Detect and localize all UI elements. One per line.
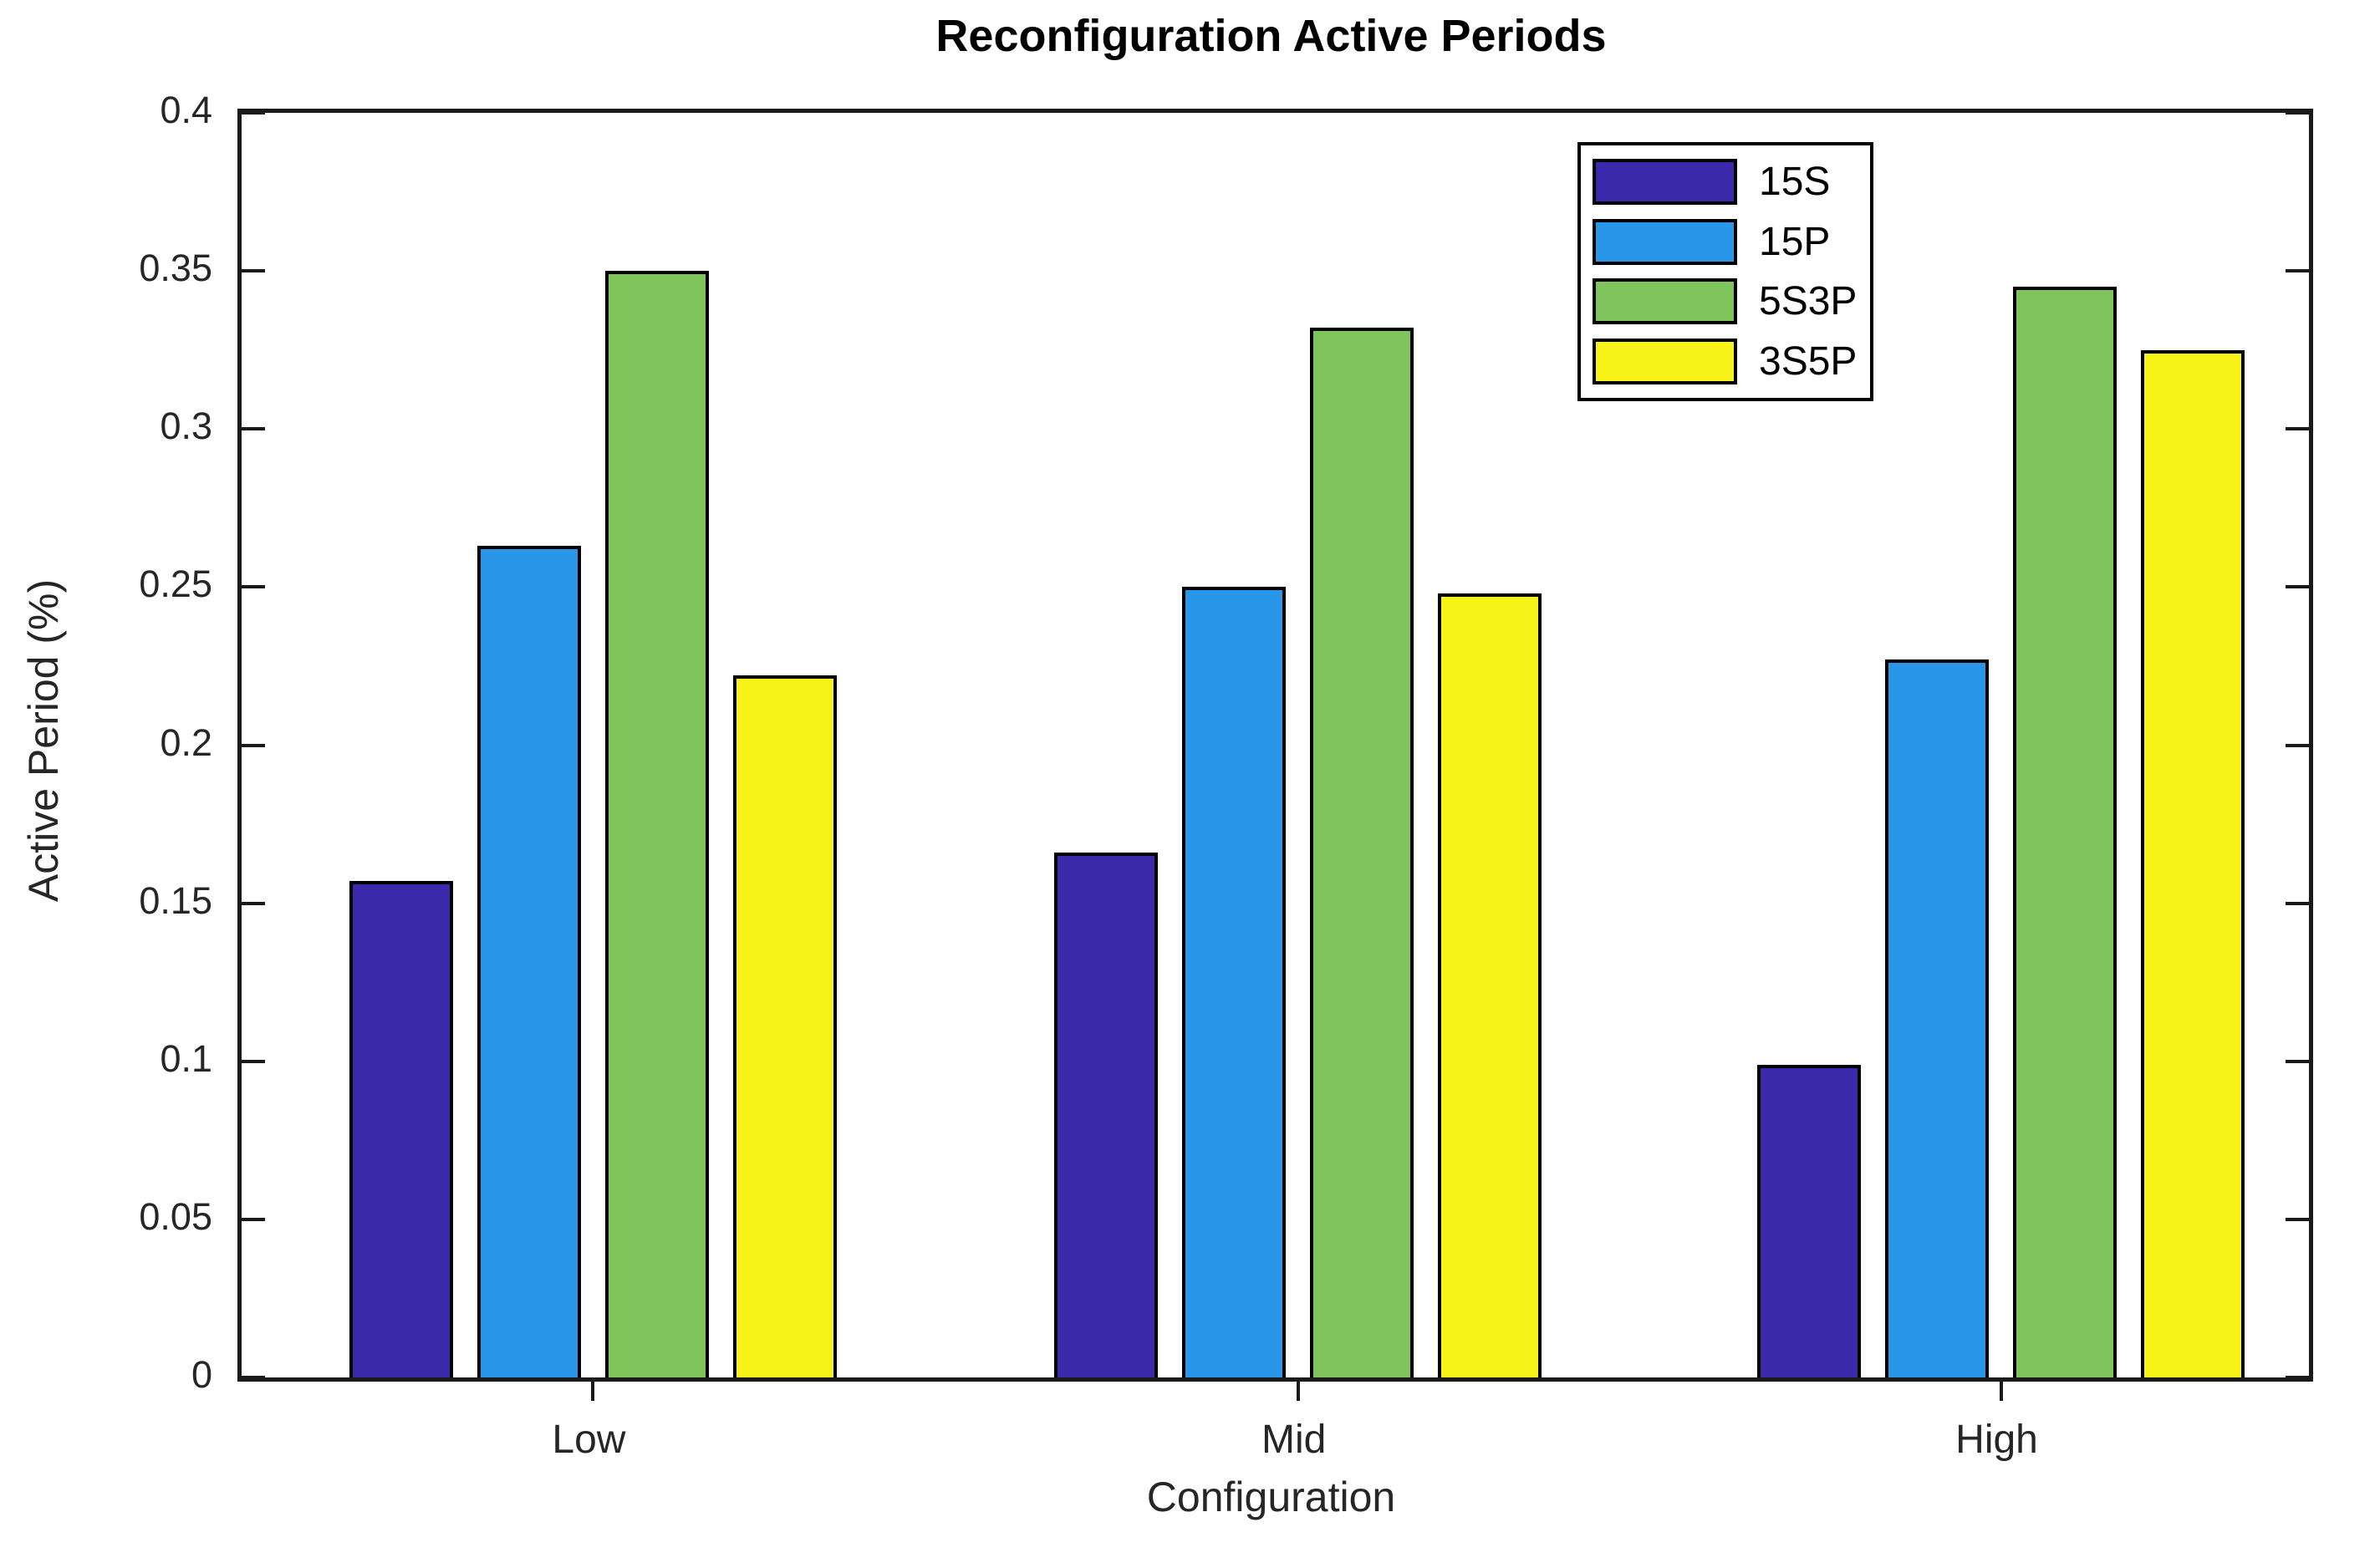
y-tick-mark-left xyxy=(242,111,265,115)
legend-item-5S3P: 5S3P xyxy=(1593,278,1870,325)
y-tick-mark-right xyxy=(2286,1059,2309,1063)
legend-swatch-15S xyxy=(1593,159,1737,206)
bar-15S-mid xyxy=(1054,853,1159,1377)
bar-15P-low xyxy=(477,546,581,1377)
y-tick-mark-left xyxy=(242,269,265,273)
bar-15S-high xyxy=(1757,1064,1862,1377)
x-tick-mark xyxy=(1999,1377,2003,1401)
y-tick-mark-right xyxy=(2286,1376,2309,1379)
y-tick-label: 0.25 xyxy=(139,563,212,606)
y-tick-mark-left xyxy=(242,1059,265,1063)
bar-5S3P-low xyxy=(604,271,709,1377)
y-tick-label: 0.1 xyxy=(160,1036,212,1080)
legend-label-15P: 15P xyxy=(1759,219,1831,264)
bar-15P-mid xyxy=(1182,587,1287,1377)
legend-label-3S5P: 3S5P xyxy=(1759,339,1858,384)
y-tick-mark-right xyxy=(2286,901,2309,905)
y-tick-mark-left xyxy=(242,427,265,431)
bar-3S5P-high xyxy=(2141,349,2245,1377)
y-tick-mark-right xyxy=(2286,743,2309,747)
legend-item-15S: 15S xyxy=(1593,159,1870,206)
y-tick-mark-left xyxy=(242,743,265,747)
y-tick-mark-right xyxy=(2286,111,2309,115)
x-axis-label: Configuration xyxy=(1146,1474,1396,1520)
y-tick-mark-left xyxy=(242,1376,265,1379)
y-tick-mark-right xyxy=(2286,427,2309,431)
y-tick-label: 0 xyxy=(191,1353,212,1396)
legend-label-5S3P: 5S3P xyxy=(1759,279,1858,324)
plot-area xyxy=(237,109,2313,1401)
bar-15S-low xyxy=(349,881,453,1377)
x-category-label-high: High xyxy=(1955,1418,2038,1462)
y-tick-mark-left xyxy=(242,1217,265,1221)
y-tick-label: 0.05 xyxy=(139,1194,212,1238)
bar-5S3P-mid xyxy=(1310,328,1414,1377)
legend-swatch-5S3P xyxy=(1593,278,1737,325)
legend-swatch-15P xyxy=(1593,218,1737,265)
legend: 15S 15P 5S3P 3S5P xyxy=(1577,142,1873,401)
bar-15P-high xyxy=(1885,659,1990,1377)
legend-label-15S: 15S xyxy=(1759,160,1831,205)
x-category-label-mid: Mid xyxy=(1261,1418,1327,1462)
y-tick-label: 0.35 xyxy=(139,247,212,290)
y-tick-label: 0.4 xyxy=(160,89,212,131)
legend-swatch-3S5P xyxy=(1593,338,1737,384)
legend-item-15P: 15P xyxy=(1593,218,1870,265)
x-tick-mark xyxy=(1296,1377,1300,1401)
y-tick-mark-right xyxy=(2286,269,2309,273)
y-tick-mark-left xyxy=(242,585,265,589)
y-tick-mark-right xyxy=(2286,1217,2309,1221)
x-tick-mark xyxy=(591,1377,595,1401)
bar-3S5P-low xyxy=(732,675,837,1377)
y-tick-mark-left xyxy=(242,901,265,905)
y-tick-label: 0.3 xyxy=(160,405,212,448)
bar-5S3P-high xyxy=(2013,287,2118,1377)
y-tick-mark-right xyxy=(2286,585,2309,589)
legend-item-3S5P: 3S5P xyxy=(1593,338,1870,384)
chart-title: Reconfiguration Active Periods xyxy=(935,11,1607,61)
x-category-label-low: Low xyxy=(552,1418,626,1462)
bar-3S5P-mid xyxy=(1438,593,1542,1377)
y-tick-label: 0.15 xyxy=(139,878,212,922)
y-tick-label: 0.2 xyxy=(160,720,212,764)
